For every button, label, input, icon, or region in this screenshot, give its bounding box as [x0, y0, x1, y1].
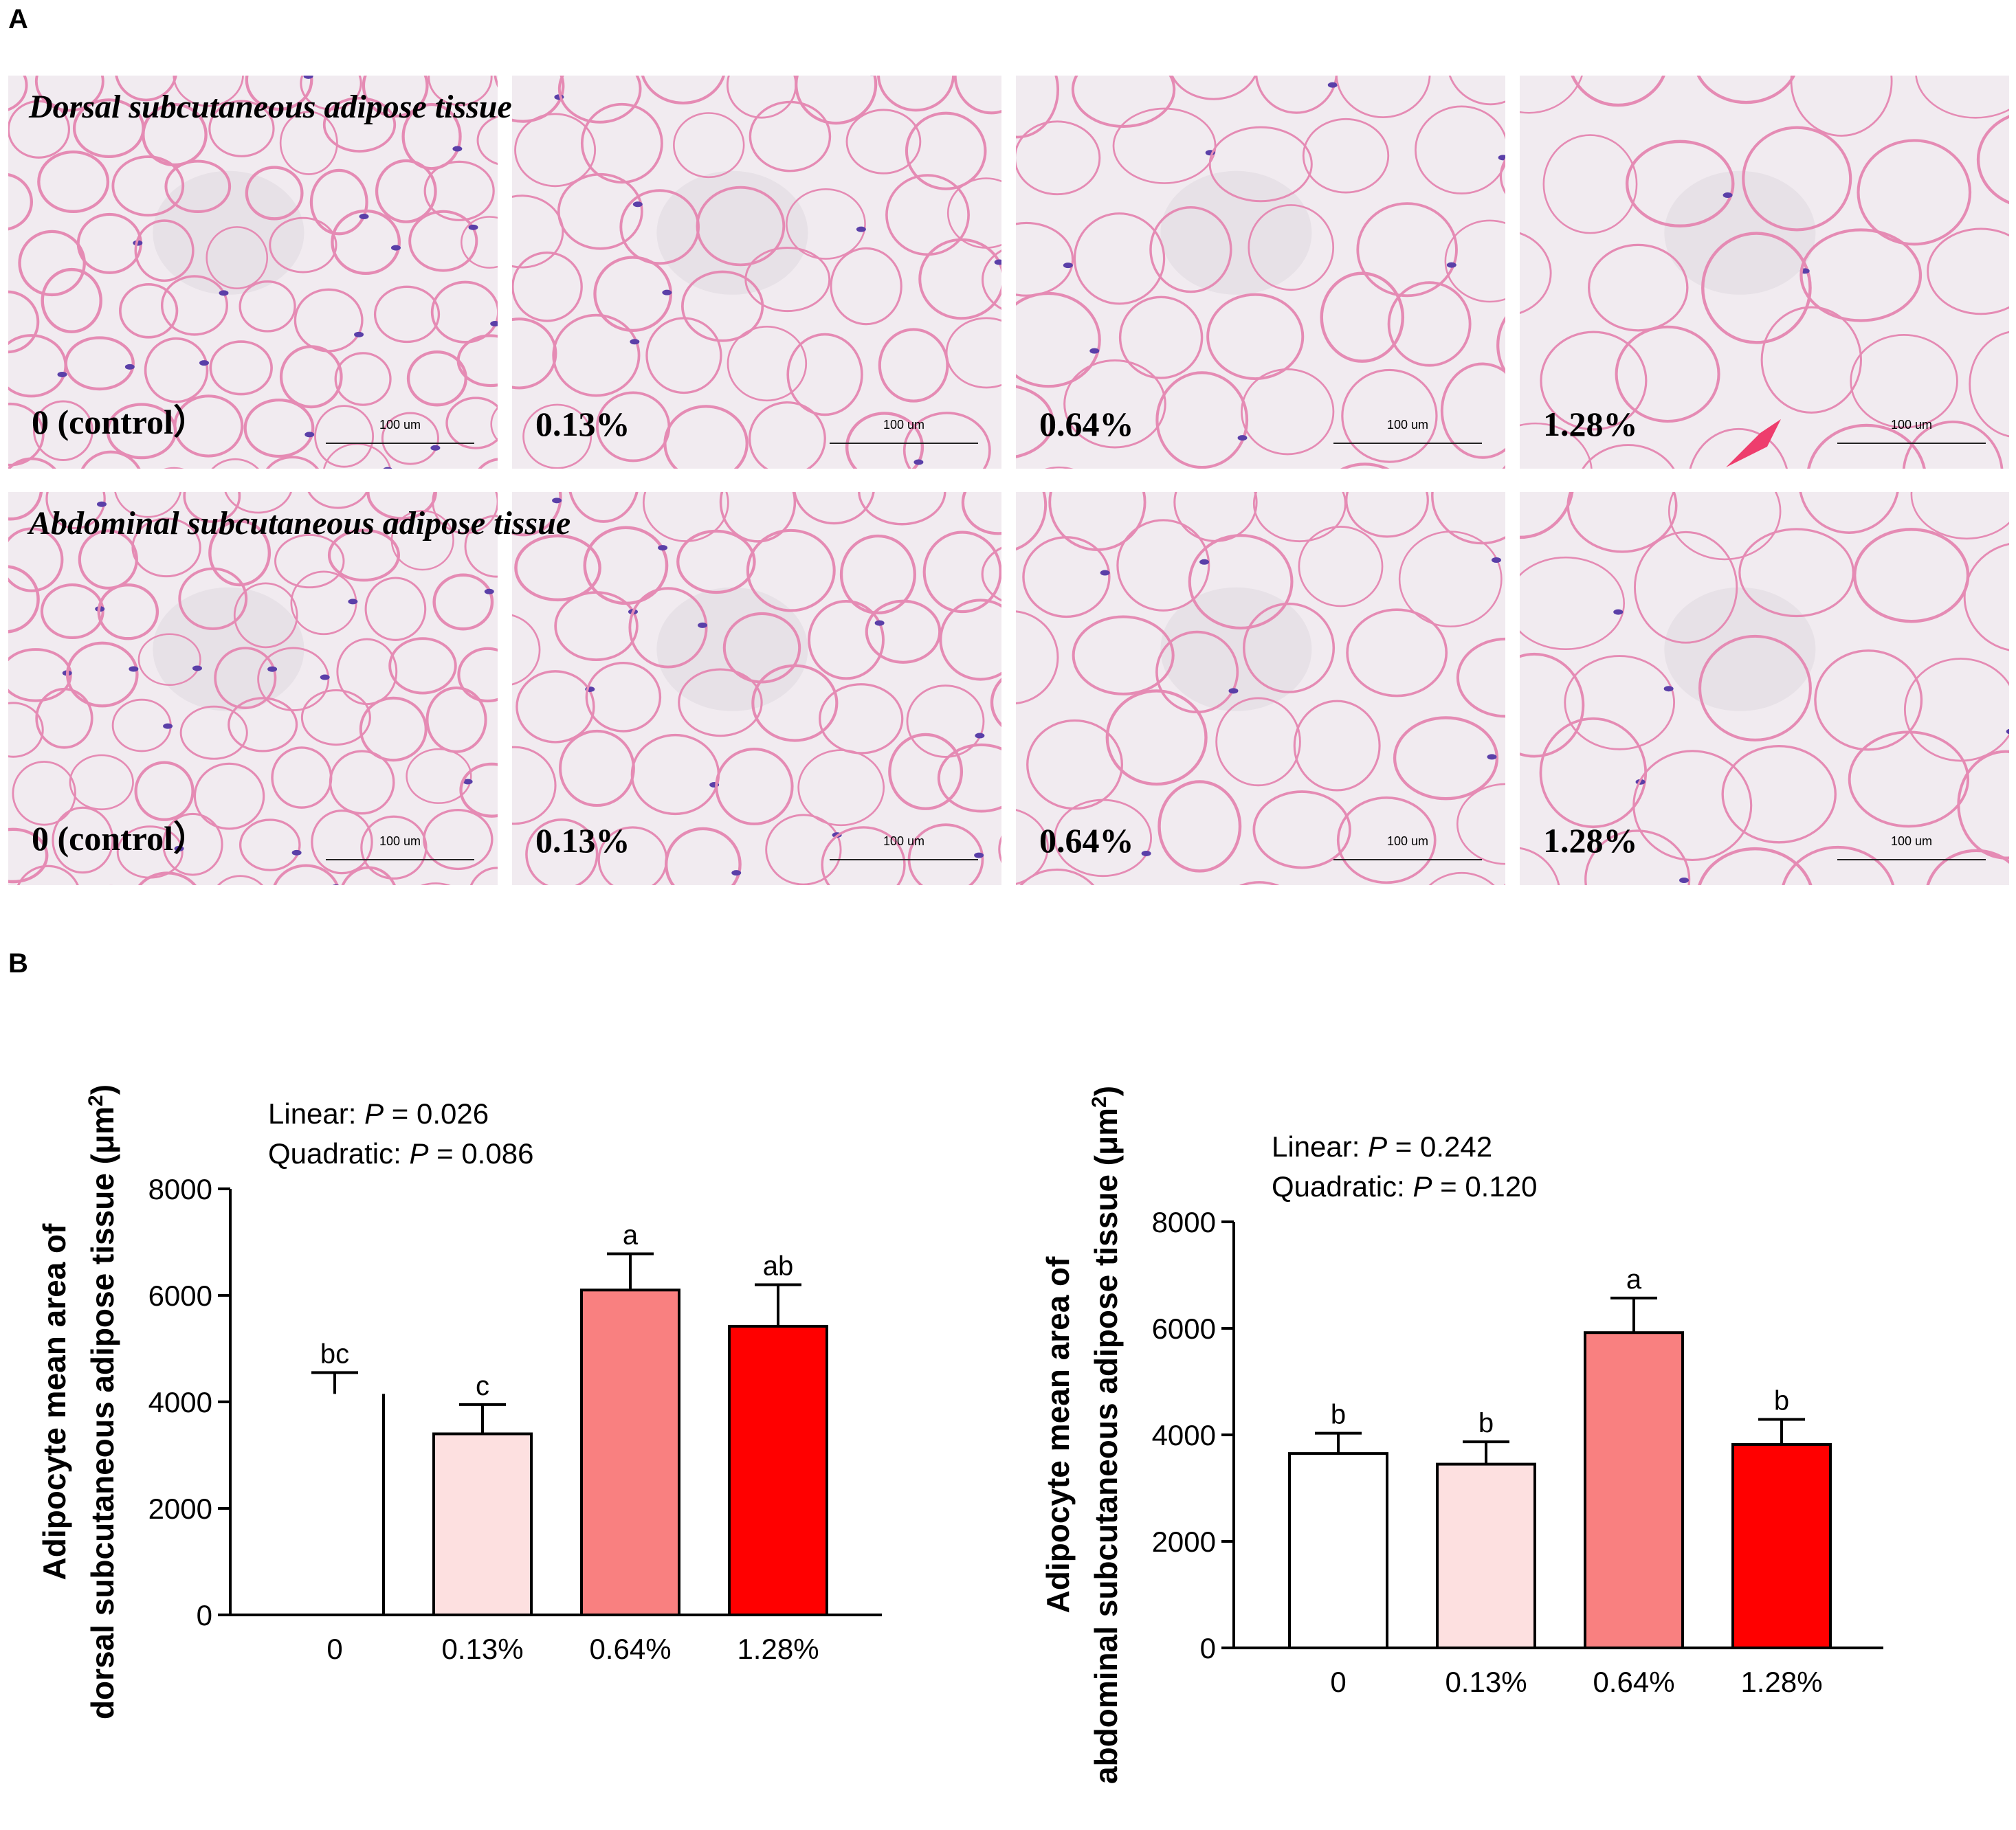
- y-tick-label: 4000: [148, 1386, 212, 1418]
- micrograph-abdominal-0: Abdominal subcutaneous adipose tissue 0 (…: [8, 492, 571, 885]
- micrograph-dorsal-1: 0.13% 100 um: [512, 76, 1001, 469]
- scale-bar-line: [1837, 443, 1986, 444]
- stat-annotation: Linear: P = 0.242: [1272, 1130, 1492, 1163]
- bar-charts: 0 2000 4000 6000 8000 bc 0 c 0.13% a 0.64% ab 1.28% L…: [0, 962, 2016, 1830]
- x-tick-label: 1.28%: [1740, 1666, 1822, 1698]
- bar: [1436, 1462, 1536, 1649]
- panel-a-letter: A: [8, 4, 28, 34]
- tissue-image: [8, 492, 498, 885]
- micrograph-dorsal-0: Dorsal subcutaneous adipose tissue 0 (con…: [8, 76, 512, 469]
- tissue-title: Abdominal subcutaneous adipose tissue: [29, 505, 571, 542]
- y-axis-label-line1: Adipocyte mean area of: [1040, 1256, 1076, 1614]
- scale-bar-label: 100 um: [1386, 834, 1429, 848]
- tissue-image: [1016, 492, 1505, 885]
- scale-bar: 100 um: [1837, 418, 1986, 444]
- stat-annotation: Quadratic: P = 0.120: [1272, 1170, 1537, 1203]
- panel-b-letter: B: [8, 948, 28, 979]
- x-tick-label: 0.13%: [441, 1633, 523, 1665]
- scale-bar-label: 100 um: [883, 834, 925, 848]
- scale-bar-line: [326, 443, 474, 444]
- concentration-label: 0.64%: [1039, 405, 1134, 443]
- scale-bar: 100 um: [830, 418, 978, 444]
- concentration-label: 0.13%: [535, 821, 630, 860]
- scale-bar: 100 um: [1333, 834, 1482, 860]
- y-tick-label: 0: [197, 1599, 212, 1631]
- concentration-label: 1.28%: [1543, 821, 1638, 860]
- scale-bar-label: 100 um: [1890, 418, 1933, 432]
- concentration-label: 0 (control）: [32, 819, 208, 858]
- tissue-image: [1520, 492, 2009, 885]
- x-tick-label: 0.13%: [1445, 1666, 1527, 1698]
- micrograph-abdominal-1: 0.13% 100 um: [512, 492, 1001, 885]
- micrograph-dorsal-2: 0.64% 100 um: [1016, 76, 1505, 469]
- stat-annotation: Linear: P = 0.026: [268, 1097, 489, 1130]
- scale-bar: 100 um: [326, 418, 474, 444]
- y-tick-label: 0: [1200, 1632, 1216, 1664]
- charts-svg: 02000400060008000bc0c0.13%a0.64%ab1.28%L…: [36, 1084, 1883, 1784]
- scale-bar-label: 100 um: [379, 418, 421, 432]
- bar: [580, 1288, 680, 1616]
- significance-letter: bc: [320, 1339, 349, 1369]
- concentration-label: 0.13%: [535, 405, 630, 443]
- y-tick-label: 6000: [1152, 1313, 1216, 1345]
- scale-bar-label: 100 um: [1890, 834, 1933, 848]
- concentration-label: 0.64%: [1039, 821, 1134, 860]
- x-tick-label: 0.64%: [1593, 1666, 1674, 1698]
- bar: [1584, 1331, 1684, 1649]
- tissue-title: Dorsal subcutaneous adipose tissue: [29, 89, 512, 125]
- y-tick-label: 6000: [148, 1280, 212, 1312]
- scale-bar-label: 100 um: [883, 418, 925, 432]
- significance-letter: b: [1331, 1400, 1346, 1430]
- micrograph-abdominal-2: 0.64% 100 um: [1016, 492, 1505, 885]
- y-tick-label: 2000: [1152, 1526, 1216, 1558]
- y-tick-label: 2000: [148, 1493, 212, 1525]
- y-axis-label-line2: dorsal subcutaneous adipose tissue (μm2): [85, 1084, 121, 1719]
- bar: [1288, 1452, 1388, 1649]
- significance-letter: b: [1478, 1408, 1494, 1438]
- x-tick-label: 1.28%: [737, 1633, 819, 1665]
- scale-bar-label: 100 um: [379, 834, 421, 848]
- y-axis-label-line1: Adipocyte mean area of: [36, 1223, 72, 1581]
- bar: [432, 1432, 533, 1616]
- tissue-image: [512, 492, 1001, 885]
- scale-bar: 100 um: [830, 834, 978, 860]
- x-tick-label: 0.64%: [589, 1633, 671, 1665]
- significance-letter: a: [623, 1220, 639, 1251]
- scale-bar-label: 100 um: [1386, 418, 1429, 432]
- x-tick-label: 0: [326, 1633, 342, 1665]
- bar: [1731, 1442, 1832, 1649]
- significance-letter: c: [476, 1371, 489, 1401]
- significance-letter: ab: [763, 1251, 794, 1282]
- scale-bar-line: [1333, 443, 1482, 444]
- scale-bar: 100 um: [1837, 834, 1986, 860]
- y-tick-label: 4000: [1152, 1419, 1216, 1451]
- micrograph-grid: Dorsal subcutaneous adipose tissue 0 (con…: [8, 76, 2010, 893]
- scale-bar-line: [830, 443, 978, 444]
- scale-bar-line: [1837, 859, 1986, 860]
- tissue-image: [512, 76, 1001, 469]
- significance-letter: a: [1626, 1264, 1642, 1295]
- stat-annotation: Quadratic: P = 0.086: [268, 1137, 533, 1170]
- tissue-image: [8, 76, 498, 469]
- scale-bar-line: [326, 859, 474, 860]
- micrograph-dorsal-3: 1.28% 100 um: [1520, 76, 2009, 469]
- y-axis-label-line2: abdominal subcutaneous adipose tissue (μ…: [1088, 1086, 1125, 1784]
- tissue-image: [1520, 76, 2009, 469]
- micrograph-abdominal-3: 1.28% 100 um: [1520, 492, 2009, 885]
- x-tick-label: 0: [1330, 1666, 1346, 1698]
- concentration-label: 1.28%: [1543, 405, 1638, 443]
- y-tick-label: 8000: [1152, 1206, 1216, 1238]
- scale-bar-line: [1333, 859, 1482, 860]
- concentration-label: 0 (control）: [32, 403, 208, 441]
- significance-letter: b: [1774, 1386, 1789, 1416]
- scale-bar: 100 um: [326, 834, 474, 860]
- y-tick-label: 8000: [148, 1173, 212, 1205]
- scale-bar-line: [830, 859, 978, 860]
- scale-bar: 100 um: [1333, 418, 1482, 444]
- bar: [728, 1324, 828, 1616]
- tissue-image: [1016, 76, 1505, 469]
